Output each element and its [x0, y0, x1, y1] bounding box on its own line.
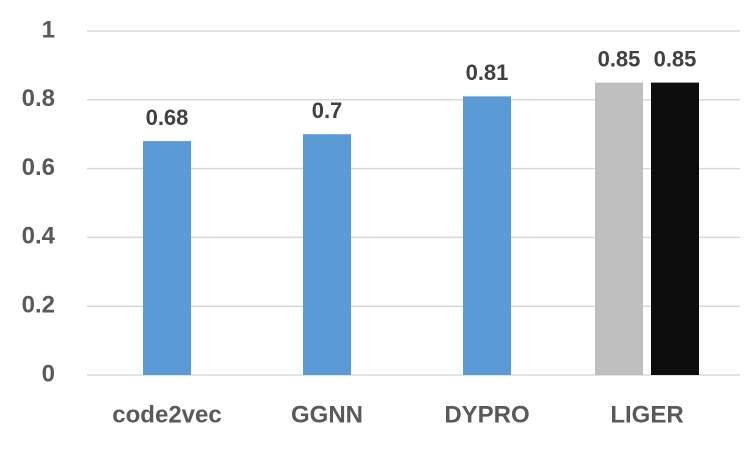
value-label: 0.81	[466, 60, 509, 85]
x-tick-label: LIGER	[610, 401, 683, 428]
y-tick-label: 1	[42, 16, 55, 43]
bar	[303, 134, 351, 375]
x-tick-label: GGNN	[291, 401, 363, 428]
y-tick-label: 0.8	[22, 85, 55, 112]
y-tick-label: 0.4	[22, 223, 56, 250]
x-tick-label: code2vec	[112, 401, 221, 428]
y-tick-label: 0.2	[22, 292, 55, 319]
value-label: 0.68	[146, 105, 189, 130]
x-tick-label: DYPRO	[444, 401, 529, 428]
bar	[651, 82, 699, 375]
bar	[143, 141, 191, 375]
y-tick-label: 0	[42, 360, 55, 387]
value-label: 0.85	[598, 46, 641, 71]
y-tick-label: 0.6	[22, 154, 55, 181]
value-label: 0.85	[654, 46, 697, 71]
bar	[463, 96, 511, 376]
bar	[595, 82, 643, 375]
value-label: 0.7	[312, 98, 343, 123]
